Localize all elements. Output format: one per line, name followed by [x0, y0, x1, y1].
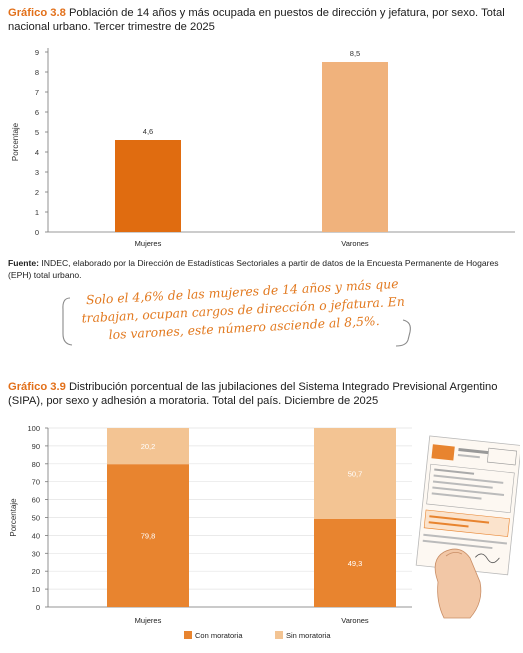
chart2-bar-segment	[107, 464, 189, 607]
chart2-legend-label: Sin moratoria	[286, 631, 331, 640]
chart1-y-tick-label: 7	[35, 88, 39, 97]
chart1-y-tick-label: 1	[35, 208, 39, 217]
chart1-plot: 0 1 2 3 4 5 6 7 8 9 Porcentaje 4,6 Mujeres 8,5 Varones	[11, 48, 515, 248]
chart2-y-tick-label: 60	[32, 496, 40, 505]
chart2-y-tick-label: 40	[32, 531, 40, 540]
chart2-legend-label: Con moratoria	[195, 631, 243, 640]
chart1-title-text: Población de 14 años y más ocupada en pu…	[8, 7, 505, 33]
chart2-y-tick-label: 10	[32, 585, 40, 594]
chart1-data-label: 4,6	[143, 127, 153, 136]
chart2-data-label: 79,8	[141, 532, 156, 541]
chart1-y-axis-label: Porcentaje	[11, 122, 20, 161]
chart2-y-axis-label: Porcentaje	[9, 498, 18, 537]
chart1-title-number: Gráfico 3.8	[8, 7, 66, 19]
chart1-bar	[322, 62, 388, 232]
source-text: INDEC, elaborado por la Dirección de Est…	[8, 258, 499, 280]
chart1-data-label: 8,5	[350, 49, 360, 58]
chart2-data-label: 20,2	[141, 442, 156, 451]
chart2-bar-segment	[314, 428, 396, 519]
chart2-category-label: Varones	[341, 616, 369, 625]
chart2-data-label: 50,7	[348, 469, 363, 478]
chart2-title: Gráfico 3.9 Distribución porcentual de l…	[8, 380, 513, 408]
source-label: Fuente:	[8, 258, 40, 268]
chart1-title: Gráfico 3.8 Población de 14 años y más o…	[8, 6, 513, 34]
chart1-y-tick-label: 5	[35, 128, 39, 137]
chart2-legend-swatch	[275, 631, 283, 639]
chart1-y-tick-label: 6	[35, 108, 39, 117]
chart1-bar	[115, 140, 181, 232]
source-note: Fuente: INDEC, elaborado por la Direcció…	[8, 258, 513, 281]
note-bracket-icon	[62, 297, 411, 347]
chart1-y-tick-label: 9	[35, 48, 39, 57]
pension-document-illustration	[415, 435, 520, 619]
handwritten-note: Solo el 4,6% de las mujeres de 14 años y…	[58, 276, 418, 352]
chart2-y-tick-label: 80	[32, 460, 40, 469]
chart1-y-tick-label: 3	[35, 168, 39, 177]
chart1-category-label: Mujeres	[135, 239, 162, 248]
chart1-y-tick-label: 2	[35, 188, 39, 197]
chart2-y-tick-label: 50	[32, 514, 40, 523]
chart2-legend-swatch	[184, 631, 192, 639]
chart2-y-tick-label: 20	[32, 567, 40, 576]
chart2-y-tick-label: 100	[27, 424, 40, 433]
chart2-data-label: 49,3	[348, 559, 363, 568]
chart2-category-label: Mujeres	[135, 616, 162, 625]
chart2-title-text: Distribución porcentual de las jubilacio…	[8, 381, 498, 407]
chart2-bar-segment	[107, 428, 189, 465]
chart2-title-number: Gráfico 3.9	[8, 381, 66, 393]
chart2-y-tick-label: 0	[36, 603, 40, 612]
chart2-y-tick-label: 90	[32, 442, 40, 451]
chart2-bar-segment	[314, 518, 396, 607]
chart2-plot: 0 10 20 30 40 50 60 70 80 90 100 Porcentaje 79,8 20,2…	[9, 424, 412, 640]
chart1-category-label: Varones	[341, 239, 369, 248]
chart2-y-tick-label: 30	[32, 549, 40, 558]
chart1-y-tick-label: 4	[35, 148, 39, 157]
chart2-y-tick-label: 70	[32, 478, 40, 487]
chart1-y-tick-label: 0	[35, 228, 39, 237]
chart1-y-tick-label: 8	[35, 68, 39, 77]
